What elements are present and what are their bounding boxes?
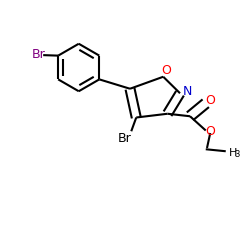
Text: 3: 3 (234, 150, 239, 159)
Text: O: O (205, 125, 215, 138)
Text: N: N (183, 85, 192, 98)
Text: O: O (205, 94, 215, 107)
Text: Br: Br (31, 48, 45, 61)
Text: O: O (162, 64, 172, 77)
Text: H: H (229, 148, 237, 158)
Text: Br: Br (118, 132, 131, 145)
